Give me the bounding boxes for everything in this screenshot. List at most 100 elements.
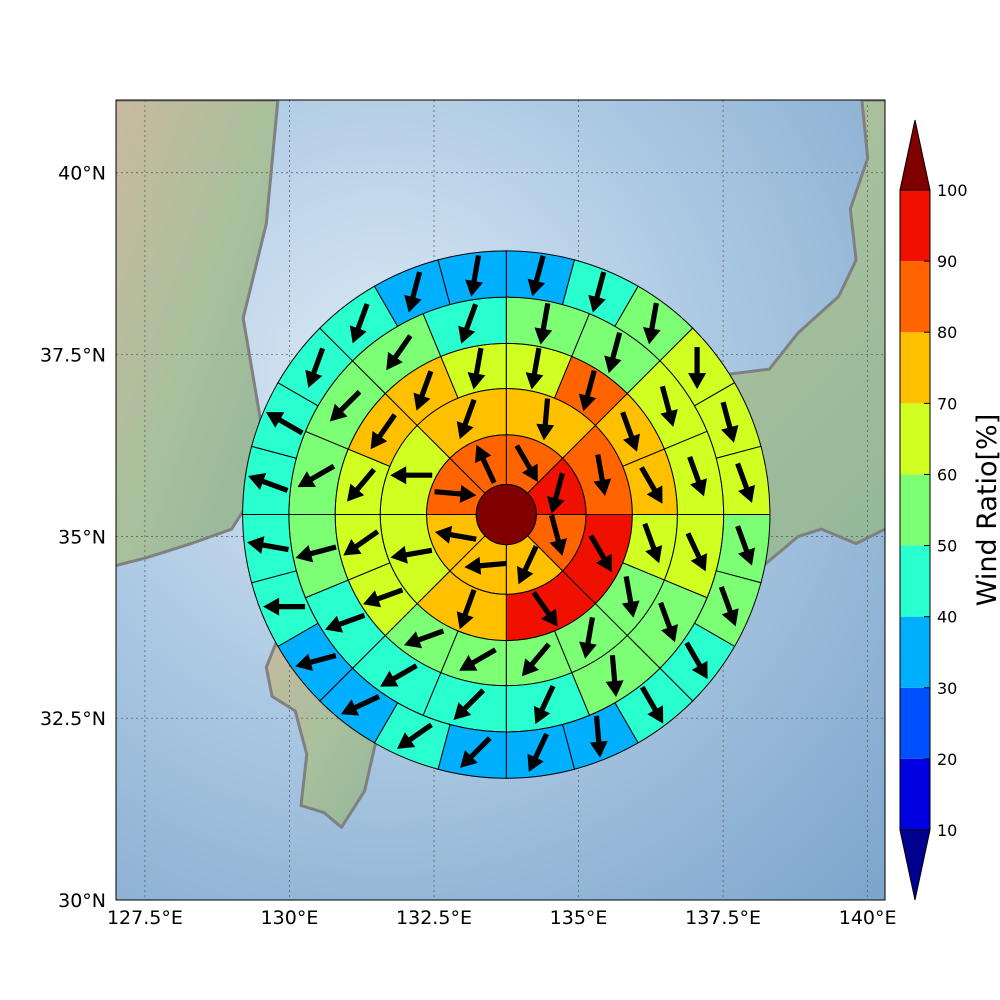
wind-arrow: [525, 347, 544, 390]
wind-arrow: [517, 545, 539, 585]
map-frame: [115, 99, 886, 901]
wind-arrow: [247, 536, 289, 554]
colorbar-bin: [900, 474, 930, 546]
lon-tick-label: 130°E: [261, 907, 319, 929]
wind-arrow: [380, 663, 418, 687]
colorbar-bin: [900, 190, 930, 262]
wind-arrow: [527, 255, 546, 297]
colorbar-tick-label: 20: [937, 750, 957, 769]
wind-arrow: [620, 411, 640, 452]
wind-arrow: [549, 514, 567, 556]
wind-arrow: [460, 736, 492, 768]
wind-arrow: [735, 525, 755, 566]
colorbar-bin: [900, 616, 930, 688]
wind-arrow: [579, 616, 597, 659]
wind-arrow: [639, 466, 663, 504]
wind-arrow: [324, 612, 366, 633]
wind-arrow: [688, 347, 707, 390]
wind-arrow: [514, 444, 538, 482]
wind-arrow: [658, 601, 678, 643]
wind-arrow: [349, 303, 370, 344]
colorbar: 10 20 30 40 50 60 70 80 90 100 Wind Ratio[%]: [899, 119, 1000, 901]
wind-arrow: [464, 556, 507, 575]
colorbar-bin: [900, 687, 930, 759]
lon-tick-label: 140°E: [839, 907, 897, 929]
colorbar-tick-label: 80: [937, 323, 957, 342]
wind-arrow: [589, 715, 608, 758]
wind-arrow: [434, 525, 477, 544]
wind-arrow: [578, 370, 597, 412]
colorbar-bin: [900, 332, 930, 404]
wind-arrow: [362, 587, 404, 608]
wind-arrow: [521, 642, 551, 677]
colorbar-under-extension: [899, 829, 931, 901]
wind-arrow: [295, 544, 337, 563]
lon-tick-label: 137.5°E: [685, 907, 761, 929]
lat-tick-labels: 30°N 32.5°N 35°N 37.5°N 40°N: [40, 163, 106, 912]
wind-arrow: [453, 688, 486, 720]
wind-arrow: [639, 685, 664, 724]
colorbar-label: Wind Ratio[%]: [972, 414, 1000, 606]
colorbar-tick-label: 60: [937, 465, 957, 484]
lat-tick-label: 35°N: [58, 526, 106, 548]
wind-arrow: [684, 641, 708, 680]
wind-arrow: [534, 302, 553, 345]
lon-tick-labels: 127.5°E 130°E 132.5°E 135°E 137.5°E 140°E: [107, 907, 897, 929]
wind-arrow: [467, 347, 486, 390]
wind-arrow: [718, 585, 739, 627]
colorbar-over-extension: [899, 119, 931, 191]
wind-arrow: [396, 722, 433, 749]
lon-tick-label: 127.5°E: [107, 907, 183, 929]
wind-arrow: [536, 398, 555, 441]
wind-arrow: [329, 389, 362, 422]
wind-arrow: [527, 732, 549, 773]
wind-arrow: [456, 398, 477, 440]
wind-arrow: [390, 466, 433, 485]
wind-arrow: [403, 628, 445, 649]
colorbar-tick-label: 100: [937, 181, 968, 200]
wind-arrow: [588, 271, 607, 313]
wind-arrow: [370, 413, 397, 450]
korea-peninsula: [116, 100, 278, 566]
colorbar-tick-label: 30: [937, 679, 957, 698]
wind-arrow: [604, 332, 623, 374]
wind-rose: [242, 250, 771, 779]
wind-arrow: [720, 401, 739, 443]
wind-arrow: [456, 588, 477, 630]
wind-arrow: [687, 455, 707, 497]
wind-arrow: [588, 534, 612, 573]
wind-arrow: [531, 590, 558, 627]
colorbar-tick-label: 90: [937, 252, 957, 271]
wind-arrow: [347, 467, 376, 502]
map-axes: 127.5°E 130°E 132.5°E 135°E 137.5°E 140°E 30°…: [40, 99, 897, 929]
wind-arrow: [340, 694, 381, 716]
wind-arrow: [390, 545, 433, 564]
wind-arrow: [305, 347, 326, 388]
wind-arrow: [386, 334, 413, 371]
lon-tick-label: 135°E: [550, 907, 608, 929]
wind-arrow: [621, 575, 640, 618]
lon-tick-label: 132.5°E: [396, 907, 472, 929]
rose-center: [475, 483, 537, 546]
lat-tick-label: 32.5°N: [40, 708, 106, 730]
lat-tick-label: 37.5°N: [40, 345, 106, 367]
colorbar-tick-label: 50: [937, 537, 957, 556]
lat-tick-label: 30°N: [58, 890, 106, 912]
wind-arrow: [533, 684, 556, 725]
colorbar-tick-label: 10: [937, 821, 957, 840]
wind-arrow: [265, 412, 304, 436]
wind-arrow: [434, 484, 477, 503]
wind-arrow: [459, 647, 497, 671]
wind-arrow: [685, 532, 708, 572]
colorbar-bin: [900, 758, 930, 830]
wind-arrow: [297, 463, 336, 488]
wind-arrow: [735, 462, 755, 503]
colorbar-tick-label: 40: [937, 608, 957, 627]
wind-arrow: [263, 597, 306, 616]
wind-arrow: [547, 472, 565, 514]
wind-arrow: [475, 444, 497, 484]
wind-arrow: [248, 473, 289, 493]
colorbar-bin: [900, 545, 930, 617]
colorbar-frame: [899, 189, 931, 831]
